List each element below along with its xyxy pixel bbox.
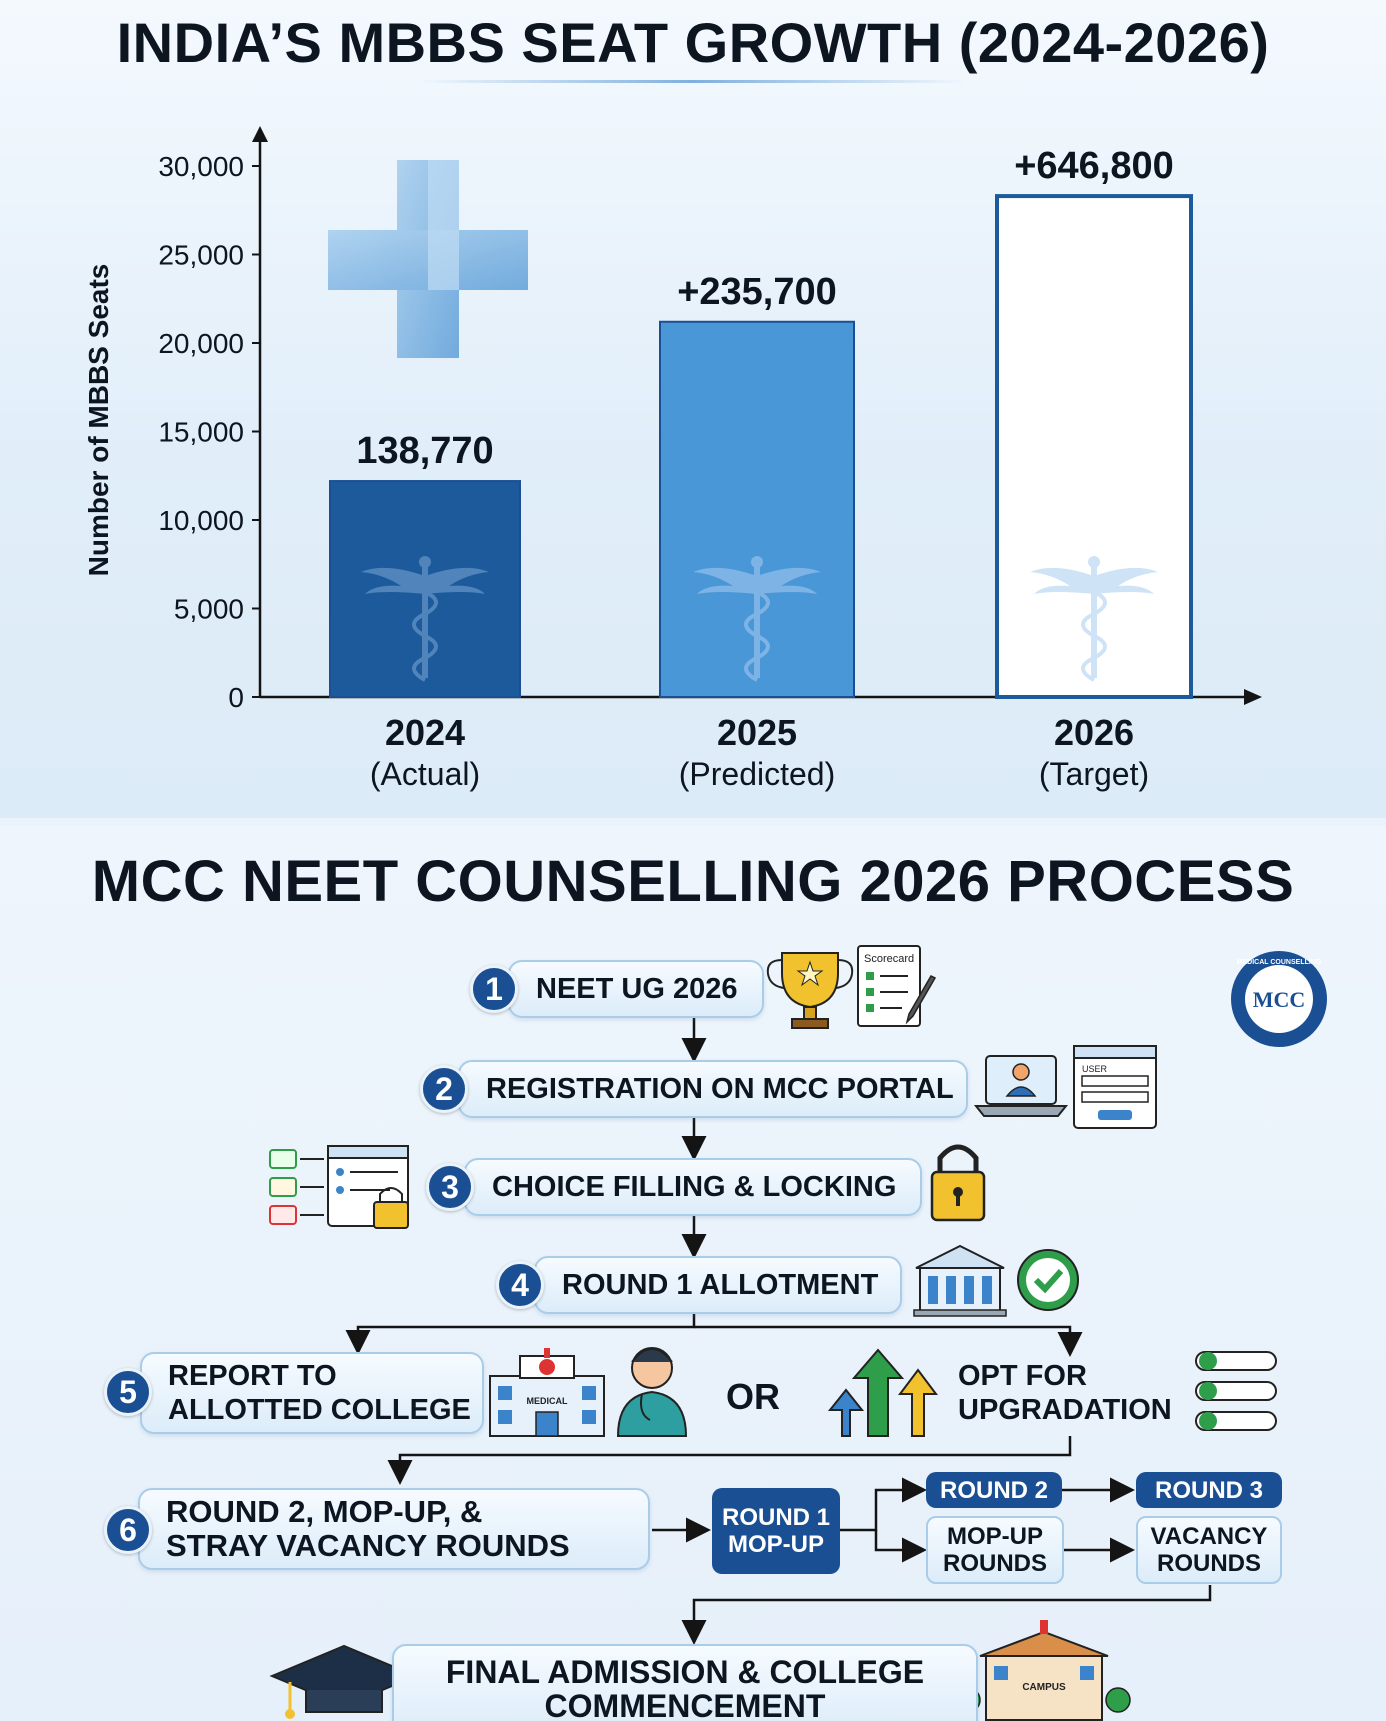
upgrade-label: OPT FOR UPGRADATION — [958, 1360, 1172, 1426]
step-label: REGISTRATION ON MCC PORTAL — [486, 1072, 954, 1105]
svg-text:MCC: MCC — [1253, 987, 1306, 1012]
svg-text:MEDICAL COUNSELLING: MEDICAL COUNSELLING — [1237, 959, 1322, 966]
svg-text:USER: USER — [1082, 1064, 1108, 1074]
svg-text:Scorecard: Scorecard — [864, 953, 914, 965]
step-round1-allotment: ROUND 1 ALLOTMENT — [534, 1256, 902, 1314]
step-number-badge: 3 — [426, 1163, 474, 1211]
chart-bars — [329, 194, 1193, 699]
final-admission: FINAL ADMISSION & COLLEGE COMMENCEMENT — [392, 1644, 978, 1721]
step-label: CHOICE FILLING & LOCKING — [492, 1170, 897, 1203]
svg-text:MEDICAL: MEDICAL — [527, 1396, 568, 1406]
bar-chart: 0 5,000 10,000 15,000 20,000 25,000 30,000 138… — [83, 126, 1262, 792]
mopup-rounds-box: MOP-UP ROUNDS — [926, 1516, 1064, 1584]
x-tick-note: (Predicted) — [679, 756, 836, 792]
laptop-icon — [973, 1055, 1069, 1117]
y-tick-label: 10,000 — [158, 505, 244, 536]
opt-upgradation: OPT FOR UPGRADATION — [946, 1352, 1190, 1434]
y-tick-label: 15,000 — [158, 417, 244, 448]
login-form-icon: USER — [1073, 1045, 1157, 1129]
title-divider — [420, 80, 966, 83]
chart-labels: 138,770 2024(Actual) +235,700 2025(Predicte… — [356, 145, 1173, 792]
caduceus-icon — [361, 556, 489, 682]
check-circle-icon — [1017, 1249, 1079, 1311]
mcc-logo: MCC MEDICAL COUNSELLING — [1231, 951, 1327, 1047]
svg-text:CAMPUS: CAMPUS — [1022, 1682, 1066, 1693]
round3-box: ROUND 3 — [1136, 1472, 1282, 1508]
medical-cross-icon — [328, 160, 528, 358]
doctor-icon — [616, 1347, 688, 1437]
process-title: MCC NEET COUNSELLING 2026 PROCESS — [91, 849, 1295, 914]
data-label: +235,700 — [677, 271, 837, 313]
x-tick-note: (Actual) — [370, 756, 480, 792]
checklist-icon — [269, 1145, 409, 1229]
campus-icon: CAMPUS — [955, 1620, 1131, 1721]
step-neet-ug: NEET UG 2026 — [508, 960, 764, 1018]
step-label: NEET UG 2026 — [536, 972, 738, 1005]
hospital-icon: MEDICAL — [489, 1348, 605, 1437]
scorecard-icon: Scorecard — [857, 945, 937, 1027]
trophy-icon — [766, 952, 854, 1029]
data-label: +646,800 — [1014, 145, 1174, 187]
y-tick-label: 0 — [228, 682, 244, 713]
step-number-badge: 5 — [104, 1368, 152, 1416]
data-label: 138,770 — [356, 430, 493, 472]
final-label: FINAL ADMISSION & COLLEGE COMMENCEMENT — [445, 1654, 925, 1721]
chart-axes: 0 5,000 10,000 15,000 20,000 25,000 30,000 — [158, 126, 1262, 713]
step-number-badge: 6 — [104, 1506, 152, 1554]
step-later-rounds: ROUND 2, MOP-UP, & STRAY VACANCY ROUNDS — [138, 1488, 650, 1570]
step-report-college: REPORT TO ALLOTTED COLLEGE — [140, 1352, 484, 1434]
step-number-badge: 4 — [496, 1261, 544, 1309]
upgrade-checklist-icon — [1195, 1351, 1277, 1431]
x-tick-label: 2025 — [717, 712, 797, 753]
x-tick-label: 2024 — [385, 712, 465, 753]
caduceus-icon — [693, 556, 821, 682]
y-tick-label: 5,000 — [174, 594, 244, 625]
round2-box: ROUND 2 — [926, 1472, 1062, 1508]
x-tick-note: (Target) — [1039, 756, 1149, 792]
or-divider: OR — [726, 1376, 780, 1417]
round1-mopup-box: ROUND 1 MOP-UP — [712, 1488, 840, 1574]
arrows-up-icon — [827, 1348, 938, 1437]
bar-2024 — [329, 480, 521, 698]
y-axis-label: Number of MBBS Seats — [83, 264, 114, 577]
chart-title: INDIA’S MBBS SEAT GROWTH (2024-2026) — [116, 11, 1270, 74]
y-tick-label: 20,000 — [158, 328, 244, 359]
step-number-badge: 2 — [420, 1065, 468, 1113]
caduceus-icon — [1030, 556, 1158, 682]
institute-icon — [913, 1244, 1007, 1317]
step-label: ROUND 2, MOP-UP, & STRAY VACANCY ROUNDS — [166, 1494, 570, 1563]
padlock-icon — [930, 1144, 986, 1222]
graduation-cap-icon — [269, 1644, 419, 1719]
step-number-badge: 1 — [470, 965, 518, 1013]
y-tick-label: 25,000 — [158, 240, 244, 271]
x-axis-arrow — [1244, 689, 1262, 705]
vacancy-rounds-box: VACANCY ROUNDS — [1136, 1516, 1282, 1584]
y-axis-arrow — [252, 126, 268, 142]
step-registration: REGISTRATION ON MCC PORTAL — [458, 1060, 968, 1118]
step-label: REPORT TO ALLOTTED COLLEGE — [168, 1360, 471, 1426]
step-choice-filling: CHOICE FILLING & LOCKING — [464, 1158, 922, 1216]
y-tick-label: 30,000 — [158, 151, 244, 182]
x-tick-label: 2026 — [1054, 712, 1134, 753]
step-label: ROUND 1 ALLOTMENT — [562, 1268, 879, 1301]
